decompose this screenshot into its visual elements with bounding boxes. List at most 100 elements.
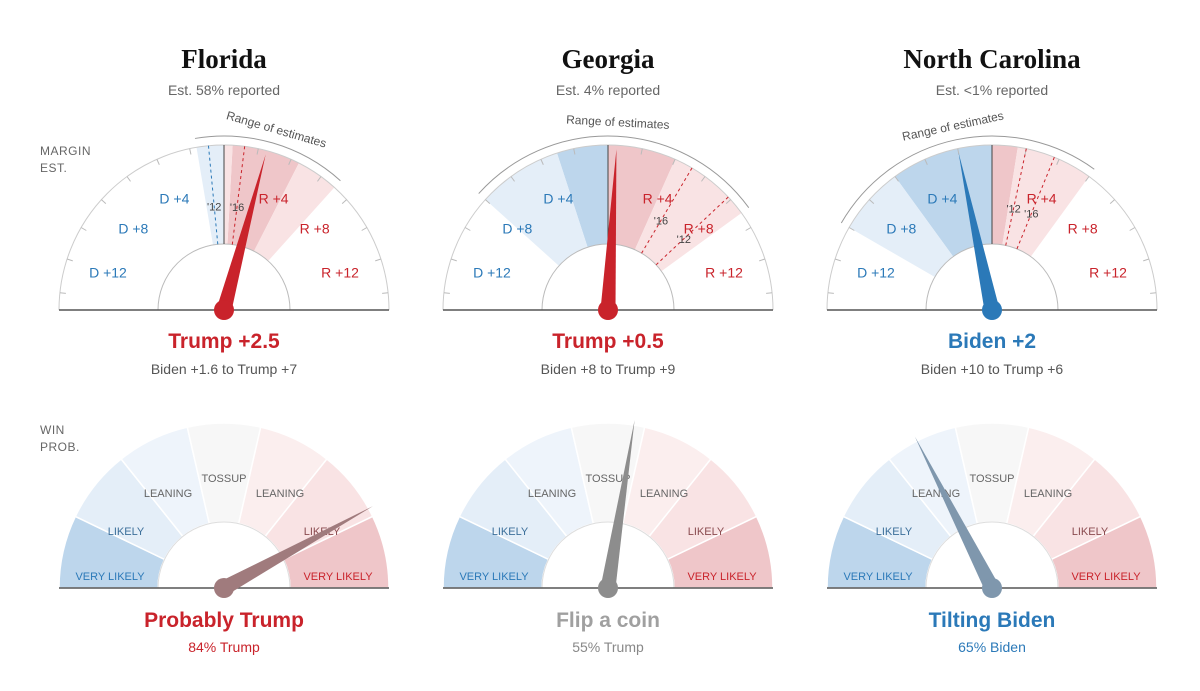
margin-needle-shaft [958, 152, 1000, 312]
margin-tick-label: D +4 [159, 191, 189, 207]
margin-tick-label: R +12 [321, 264, 359, 280]
prob-segment-label: VERY LIKELY [75, 571, 145, 583]
margin-tick-label: D +4 [927, 191, 957, 207]
margin-tick-mark [341, 199, 347, 204]
prob-needle-shaft [914, 436, 999, 592]
margin-tick-label: R +4 [643, 191, 673, 207]
margin-needle-hub [598, 300, 618, 320]
margin-estimate-label: Trump +2.5 [168, 330, 280, 353]
range-of-estimates-label: Range of estimates [566, 113, 670, 132]
margin-tick-mark [464, 227, 471, 231]
margin-range-text: Biden +10 to Trump +6 [921, 361, 1064, 377]
margin-tick-label: D +8 [886, 220, 916, 236]
margin-tick-mark [640, 148, 643, 155]
margin-tick-label: R +8 [1068, 220, 1098, 236]
reported-text: Est. 58% reported [168, 82, 280, 98]
win-label-line1: WIN [40, 423, 65, 437]
prob-segment-label: VERY LIKELY [303, 571, 373, 583]
margin-tick-label: R +8 [300, 220, 330, 236]
past-result-label: '12 [207, 201, 221, 213]
margin-tick-mark [701, 176, 706, 182]
past-result-line [1005, 148, 1027, 246]
margin-tick-mark [759, 258, 766, 262]
range-of-estimates-arc [840, 135, 1095, 224]
prob-segment-label: LEANING [256, 488, 304, 500]
margin-tick-mark [894, 176, 899, 182]
margin-tick-label: D +8 [502, 220, 532, 236]
state-gauge-florida: Florida Est. 58% reported D +12 D +8 D +4 R +… [58, 44, 390, 655]
prob-segment-label: LIKELY [688, 526, 725, 538]
prob-segment-label: VERY LIKELY [687, 571, 757, 583]
margin-band-inner-rep [992, 145, 1018, 245]
margin-needle-shaft [600, 149, 617, 311]
past-result-label: '16 [654, 215, 668, 227]
margin-label-line1: MARGIN [40, 144, 91, 158]
state-gauge-north-carolina: North Carolina Est. <1% reported D +12 D +8… [826, 44, 1158, 655]
margin-tick-mark [725, 199, 731, 204]
margin-tick-label: R +12 [1089, 264, 1127, 280]
margin-tick-mark [317, 176, 322, 182]
margin-tick-mark [66, 258, 73, 262]
margin-tick-mark [1143, 258, 1150, 262]
range-of-estimates-arc [194, 135, 341, 182]
prob-segment-label: LIKELY [876, 526, 913, 538]
margin-tick-label: D +8 [118, 220, 148, 236]
state-title: Florida [181, 44, 267, 74]
prob-segment-label: LEANING [1024, 488, 1072, 500]
margin-needle-hub [982, 300, 1002, 320]
margin-needle-shaft [216, 154, 266, 312]
prob-segment-label: VERY LIKELY [459, 571, 529, 583]
margin-tick-mark [924, 159, 928, 165]
margin-estimate-label: Trump +0.5 [552, 330, 664, 353]
margin-band-inner-dem [557, 145, 608, 248]
margin-tick-mark [869, 199, 875, 204]
margin-tick-mark [485, 199, 491, 204]
win-prob-detail: 84% Trump [188, 639, 260, 655]
state-title: North Carolina [903, 44, 1081, 74]
prob-inner-arc [925, 521, 1059, 589]
margin-estimate-label: Biden +2 [948, 330, 1036, 353]
margin-tick-mark [126, 176, 131, 182]
past-result-line [207, 145, 219, 245]
past-result-label: '16 [1024, 209, 1038, 221]
margin-tick-mark [827, 292, 834, 294]
prob-needle-hub [214, 578, 234, 598]
margin-tick-label: D +12 [473, 264, 511, 280]
prob-needle-shaft [600, 420, 635, 590]
win-prob-label: Flip a coin [556, 609, 660, 632]
prob-needle-hub [598, 578, 618, 598]
margin-tick-label: R +4 [1027, 191, 1057, 207]
margin-tick-mark [745, 227, 752, 231]
margin-needle-hub [214, 300, 234, 320]
margin-band-outer-rep [1002, 147, 1089, 257]
margin-range-text: Biden +1.6 to Trump +7 [151, 361, 298, 377]
margin-tick-label: D +12 [857, 264, 895, 280]
margin-tick-mark [189, 148, 192, 155]
state-gauge-georgia: Georgia Est. 4% reported D +12 D +8 D +4 R +4… [442, 44, 774, 655]
margin-tick-label: D +12 [89, 264, 127, 280]
margin-tick-mark [361, 227, 368, 231]
margin-tick-mark [510, 176, 515, 182]
margin-tick-mark [834, 258, 841, 262]
margin-band-outer-rep [224, 145, 233, 245]
margin-band-outer-dem [849, 176, 954, 277]
prob-needle-hub [982, 578, 1002, 598]
prob-segment-label: TOSSUP [585, 473, 630, 485]
margin-tick-mark [80, 227, 87, 231]
margin-tick-mark [1150, 292, 1157, 294]
margin-tick-mark [848, 227, 855, 231]
past-result-label: '12 [677, 234, 691, 246]
prob-segment-label: LIKELY [1072, 526, 1109, 538]
margin-tick-mark [375, 258, 382, 262]
margin-tick-label: R +4 [259, 191, 289, 207]
win-prob-detail: 65% Biden [958, 639, 1026, 655]
margin-tick-mark [1129, 227, 1136, 231]
prob-segment-label: LEANING [912, 488, 960, 500]
margin-tick-mark [382, 292, 389, 294]
margin-band-inner-dem [895, 145, 992, 257]
range-of-estimates-label: Range of estimates [901, 109, 1005, 144]
reported-text: Est. <1% reported [936, 82, 1048, 98]
margin-tick-mark [540, 159, 544, 165]
margin-tick-mark [672, 159, 676, 165]
